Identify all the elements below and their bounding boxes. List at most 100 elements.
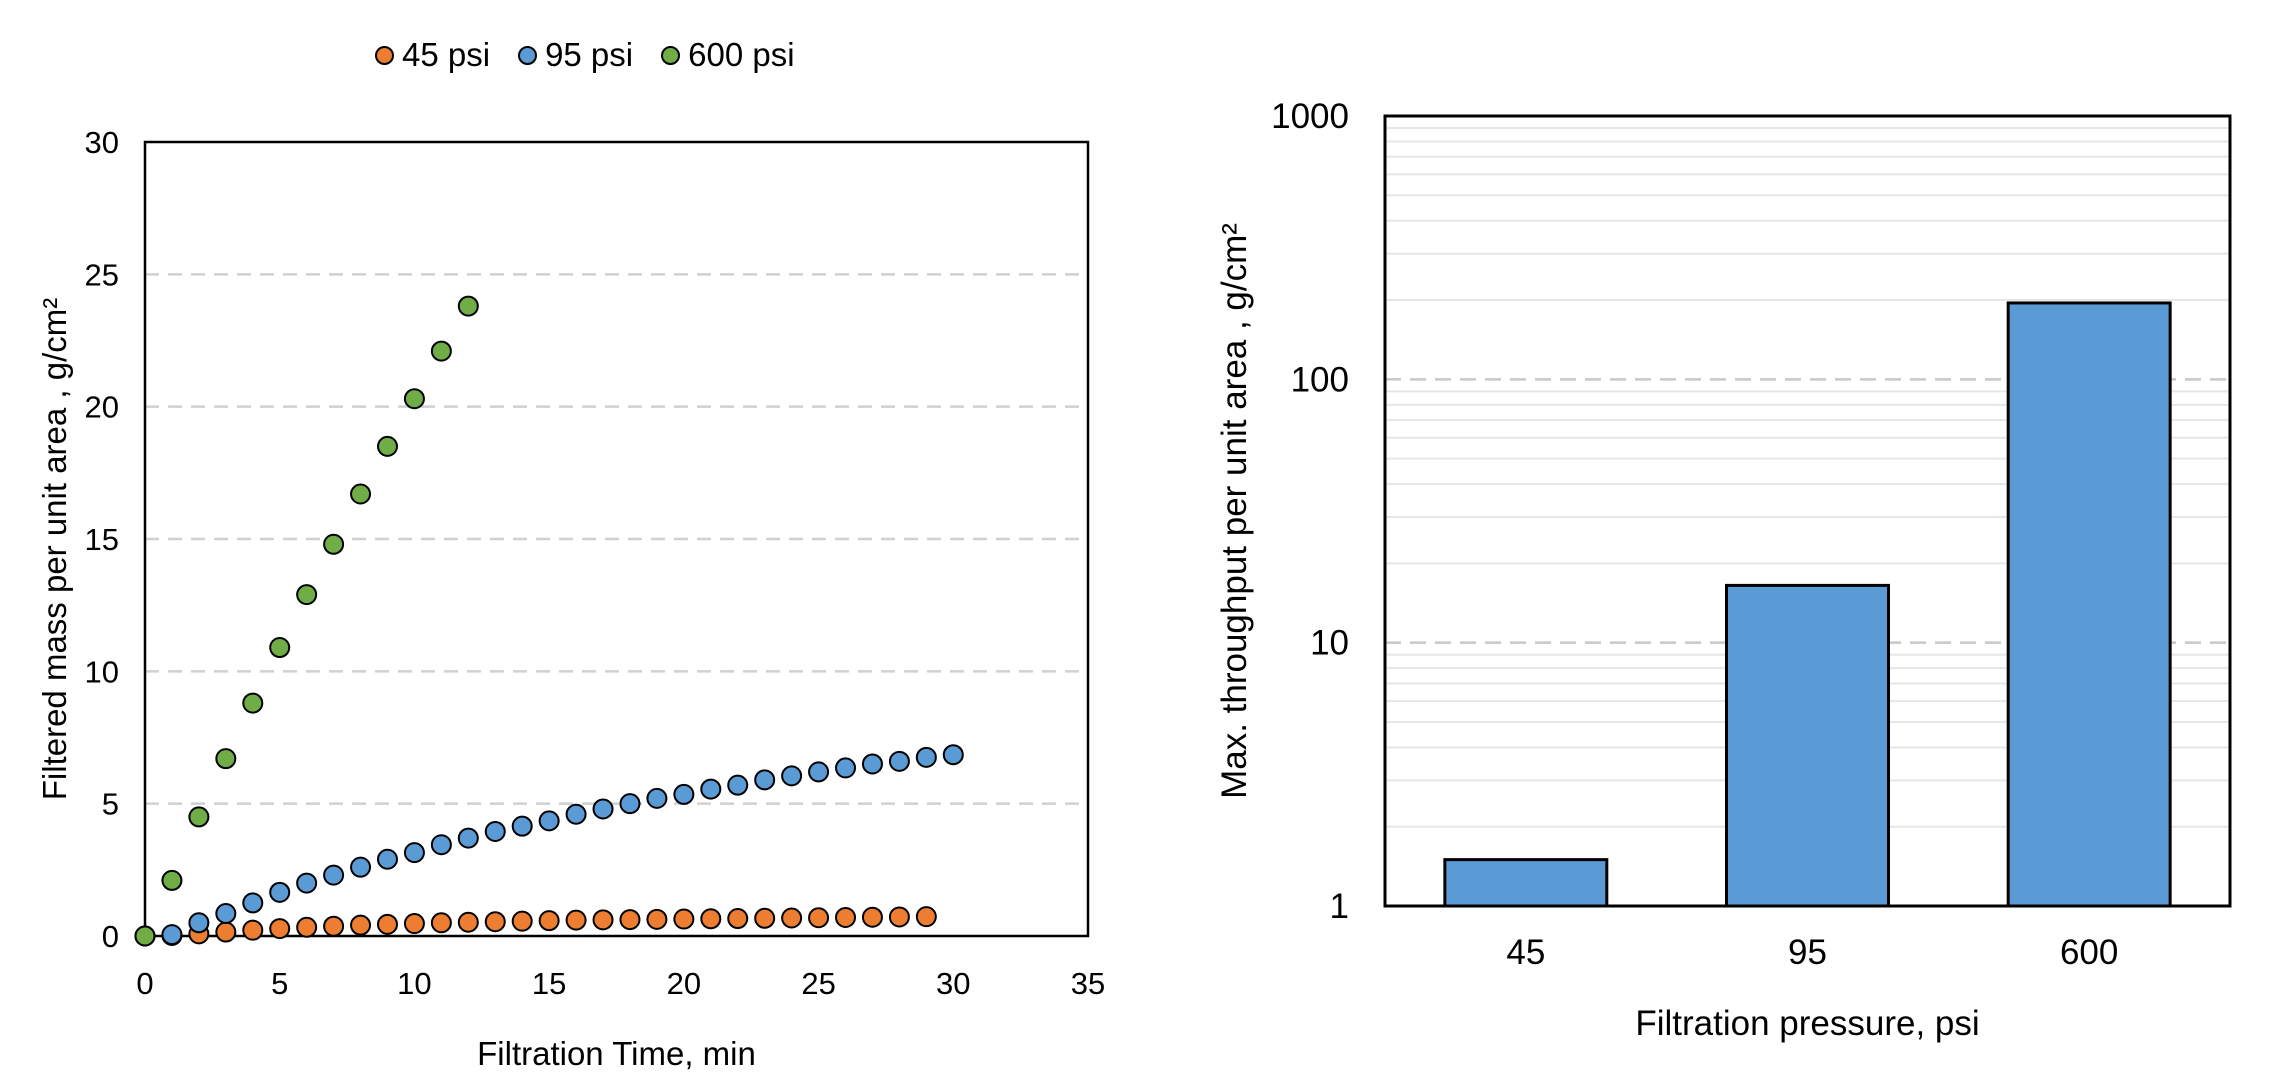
point-45psi-17: [592, 909, 614, 931]
point-600psi-7: [323, 533, 345, 555]
bar-95: [1725, 583, 1890, 908]
x-axis-title: Filtration Time, min: [477, 1035, 756, 1072]
legend-item-600psi: 600 psi: [661, 36, 795, 74]
point-600psi-0: [134, 925, 156, 947]
point-45psi-7: [323, 915, 345, 937]
point-95psi-16: [565, 803, 587, 825]
point-45psi-5: [269, 918, 291, 940]
point-45psi-23: [754, 907, 776, 929]
y-tick-label-1: 1: [1330, 887, 1349, 926]
point-45psi-21: [700, 908, 722, 930]
point-600psi-8: [350, 483, 372, 505]
x-tick-label-600: 600: [2060, 933, 2118, 972]
x-tick-label-15: 15: [532, 966, 566, 1001]
y-tick-label-10: 10: [85, 654, 119, 689]
y-axis-title: Max. throughput per unit area , g/cm²: [1215, 223, 1254, 799]
left-chart-legend: 45 psi 95 psi 600 psi: [375, 36, 795, 74]
point-95psi-14: [511, 815, 533, 837]
point-600psi-5: [269, 637, 291, 659]
legend-marker-45psi: [375, 45, 394, 65]
point-600psi-3: [215, 748, 237, 770]
point-45psi-10: [403, 913, 425, 935]
plot-frame: [143, 140, 1090, 938]
legend-marker-95psi: [518, 45, 538, 65]
bar-600: [2006, 301, 2172, 908]
point-95psi-18: [619, 793, 641, 815]
point-95psi-12: [457, 827, 479, 849]
point-95psi-3: [215, 903, 237, 925]
x-tick-label-35: 35: [1071, 966, 1105, 1001]
point-600psi-1: [161, 869, 183, 891]
y-tick-label-20: 20: [85, 390, 119, 425]
point-95psi-9: [376, 848, 398, 870]
point-45psi-4: [242, 919, 264, 941]
point-95psi-11: [430, 834, 452, 856]
point-45psi-20: [673, 908, 695, 930]
point-600psi-11: [430, 340, 452, 362]
point-95psi-25: [808, 761, 830, 783]
point-95psi-8: [350, 856, 372, 878]
y-tick-label-30: 30: [85, 125, 119, 160]
point-45psi-9: [376, 913, 398, 935]
point-95psi-20: [673, 783, 695, 805]
x-tick-label-45: 45: [1506, 933, 1545, 972]
point-95psi-17: [592, 798, 614, 820]
bar-45: [1443, 858, 1609, 908]
x-tick-label-95: 95: [1788, 933, 1827, 972]
point-600psi-10: [403, 388, 425, 410]
point-600psi-12: [457, 295, 479, 317]
point-45psi-22: [727, 908, 749, 930]
y-tick-label-15: 15: [85, 522, 119, 557]
point-45psi-28: [888, 906, 910, 928]
point-45psi-25: [808, 907, 830, 929]
point-95psi-19: [646, 787, 668, 809]
point-95psi-1: [161, 924, 183, 946]
x-tick-label-20: 20: [667, 966, 701, 1001]
legend-item-45psi: 45 psi: [375, 36, 490, 74]
point-95psi-13: [484, 820, 506, 842]
x-tick-label-5: 5: [271, 966, 288, 1001]
point-95psi-2: [188, 912, 210, 934]
point-45psi-27: [861, 906, 883, 928]
point-95psi-7: [323, 864, 345, 886]
legend-item-95psi: 95 psi: [518, 36, 633, 74]
legend-label-600psi: 600 psi: [688, 36, 795, 73]
point-600psi-4: [242, 692, 264, 714]
point-45psi-14: [511, 910, 533, 932]
point-45psi-6: [296, 916, 318, 938]
point-45psi-12: [457, 911, 479, 933]
point-45psi-18: [619, 909, 641, 931]
y-tick-label-100: 100: [1291, 360, 1349, 399]
point-45psi-29: [915, 906, 937, 928]
y-tick-label-0: 0: [102, 919, 119, 954]
point-95psi-22: [727, 774, 749, 796]
point-600psi-2: [188, 806, 210, 828]
point-95psi-29: [915, 746, 937, 768]
point-95psi-28: [888, 750, 910, 772]
point-95psi-24: [781, 765, 803, 787]
bar-chart: 1 10 100 1000 45 95 600 Filtration pressure, ps…: [1215, 97, 2232, 1043]
point-95psi-6: [296, 872, 318, 894]
point-45psi-24: [781, 907, 803, 929]
point-45psi-26: [835, 906, 857, 928]
x-axis-title: Filtration pressure, psi: [1635, 1004, 1979, 1043]
scatter-chart: 0 5 10 15 20 25 30 0 5 10 15 20 25 30 35 Filtration Tim…: [36, 125, 1105, 1072]
point-45psi-19: [646, 908, 668, 930]
y-tick-label-10: 10: [1310, 624, 1349, 663]
point-600psi-9: [376, 435, 398, 457]
legend-marker-600psi: [661, 45, 681, 65]
point-45psi-15: [538, 910, 560, 932]
point-95psi-21: [700, 778, 722, 800]
x-tick-label-30: 30: [936, 966, 970, 1001]
point-95psi-27: [861, 753, 883, 775]
point-95psi-26: [835, 757, 857, 779]
plot-frame: [1383, 114, 2232, 908]
y-tick-label-5: 5: [102, 787, 119, 822]
point-45psi-13: [484, 911, 506, 933]
y-tick-label-1000: 1000: [1271, 97, 1349, 136]
point-95psi-23: [754, 769, 776, 791]
x-tick-label-10: 10: [397, 966, 431, 1001]
legend-label-45psi: 45 psi: [402, 36, 491, 73]
point-45psi-16: [565, 909, 587, 931]
